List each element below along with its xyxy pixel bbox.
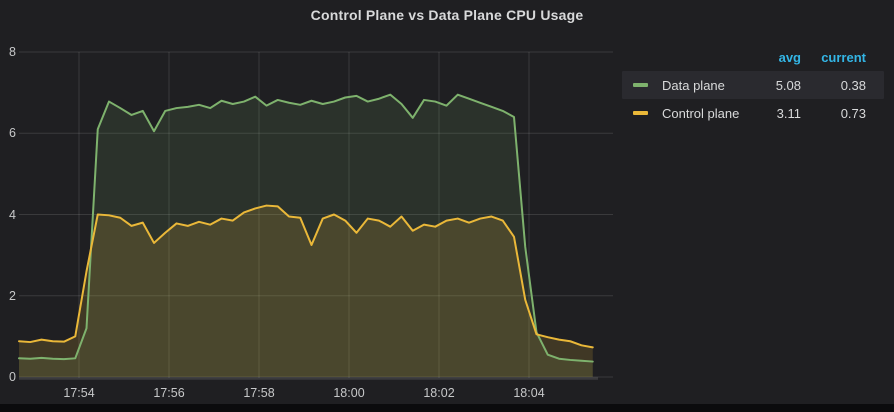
panel-title[interactable]: Control Plane vs Data Plane CPU Usage: [310, 7, 584, 23]
legend-header-row: avg current: [622, 46, 884, 68]
y-axis-tick-label: 2: [9, 288, 16, 303]
y-axis-tick-label: 0: [9, 369, 16, 384]
control-plane-swatch-icon: [633, 111, 648, 115]
legend-current-value: 0.73: [840, 105, 866, 121]
x-axis-tick-label: 18:00: [333, 386, 365, 400]
data-plane-line: [18, 93, 594, 363]
y-axis-tick-label: 8: [9, 44, 16, 59]
page-background-strip: [0, 404, 894, 412]
legend-label: Data plane: [662, 77, 725, 93]
legend-label: Control plane: [662, 105, 740, 121]
control-plane-area: [19, 205, 593, 377]
data-plane-swatch-icon: [633, 83, 648, 87]
legend-row-data-plane[interactable]: Data plane 5.08 0.38: [622, 71, 884, 99]
legend-col-current[interactable]: current: [821, 49, 866, 65]
legend-avg-value: 3.11: [776, 105, 801, 121]
legend-table: avg current Data plane 5.08 0.38 Control…: [622, 46, 894, 127]
legend-current-value: 0.38: [840, 77, 866, 93]
x-axis-tick-label: 17:54: [63, 386, 95, 400]
legend-row-control-plane[interactable]: Control plane 3.11 0.73: [622, 99, 884, 127]
control-plane-line: [18, 204, 594, 349]
data-plane-area: [19, 94, 593, 377]
x-axis-tick-label: 17:56: [153, 386, 185, 400]
legend-col-avg[interactable]: avg: [778, 49, 801, 65]
legend-avg-value: 5.08: [775, 77, 801, 93]
x-axis-tick-label: 18:02: [423, 386, 455, 400]
x-axis-tick-label: 17:58: [243, 386, 275, 400]
y-axis-tick-label: 4: [9, 207, 16, 222]
y-axis-tick-label: 6: [9, 126, 16, 140]
x-axis-tick-label: 18:04: [513, 386, 545, 400]
